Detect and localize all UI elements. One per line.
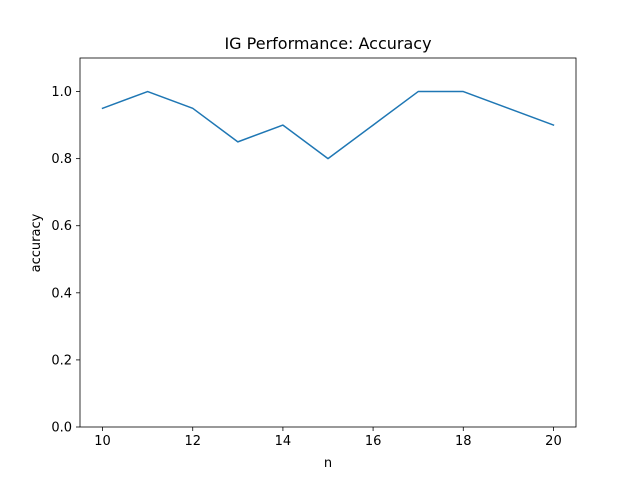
plot-area: 10 12 14 16 18 20 0.0 0.2 0.4 0.6 0.8 1.0	[51, 57, 577, 449]
y-tick-label: 0.4	[51, 286, 72, 301]
series-line-0	[101, 90, 555, 160]
y-tick-label: 0.8	[51, 152, 72, 167]
y-tick-label: 0.0	[51, 421, 72, 436]
x-tick-label: 12	[184, 434, 201, 449]
x-tick-label: 14	[275, 434, 292, 449]
x-tick-label: 18	[455, 434, 472, 449]
y-axis-title: accuracy	[29, 213, 44, 272]
x-tick-label: 10	[94, 434, 111, 449]
x-tick-label: 20	[545, 434, 562, 449]
y-tick-label: 0.6	[51, 219, 72, 234]
chart-title: IG Performance: Accuracy	[224, 34, 431, 53]
y-tick-label: 1.0	[51, 85, 72, 100]
y-tick-label: 0.2	[51, 353, 72, 368]
x-axis-title: n	[324, 456, 332, 471]
plot-frame	[79, 57, 577, 428]
x-tick-label: 16	[365, 434, 382, 449]
